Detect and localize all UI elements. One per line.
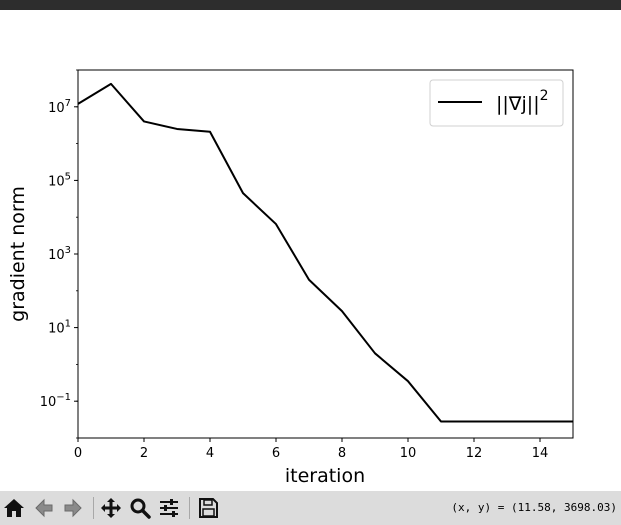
save-icon (199, 498, 218, 518)
toolbar-separator (93, 497, 94, 519)
x-tick-label: 8 (338, 446, 346, 461)
window-titlebar (0, 0, 621, 10)
configure-subplots-icon (160, 499, 178, 517)
home-button[interactable] (1, 495, 27, 521)
x-axis-label: iteration (285, 465, 365, 487)
zoom-icon (130, 498, 151, 519)
y-tick-label: 10−1 (40, 392, 71, 410)
legend: ||∇j||2 (429, 79, 564, 127)
y-axis-label: gradient norm (7, 186, 29, 322)
x-tick-label: 6 (272, 446, 280, 461)
y-tick-label: 105 (48, 171, 71, 189)
forward-button[interactable] (60, 495, 86, 521)
series-line (77, 82, 573, 423)
configure-subplots-button[interactable] (156, 495, 182, 521)
x-tick-label: 10 (400, 446, 417, 461)
cursor-coordinates: (x, y) = (11.58, 3698.03) (451, 501, 617, 514)
navigation-toolbar: (x, y) = (11.58, 3698.03) (0, 491, 621, 525)
pan-button[interactable] (98, 495, 124, 521)
home-icon (4, 499, 24, 517)
forward-arrow-icon (64, 498, 82, 518)
legend-entry: ||∇j||2 (496, 88, 549, 115)
x-tick-label: 12 (466, 446, 483, 461)
save-button[interactable] (195, 495, 221, 521)
x-tick-label: 2 (140, 446, 148, 461)
toolbar-separator (189, 497, 190, 519)
zoom-button[interactable] (127, 495, 153, 521)
y-tick-label: 101 (48, 319, 71, 337)
axes-background (78, 70, 573, 438)
back-button[interactable] (31, 495, 57, 521)
y-tick-label: 103 (48, 245, 71, 263)
x-tick-label: 14 (532, 446, 549, 461)
line-chart: 0 2 4 6 8 10 12 14 10−1 101 103 105 107 iteration g… (7, 69, 574, 487)
x-tick-label: 0 (74, 446, 82, 461)
x-tick-label: 4 (206, 446, 214, 461)
back-arrow-icon (35, 498, 53, 518)
figure-canvas: 0 2 4 6 8 10 12 14 10−1 101 103 105 107 iteration g… (0, 10, 621, 491)
pan-icon (101, 498, 121, 518)
y-tick-label: 107 (48, 98, 71, 116)
legend-box (429, 79, 564, 127)
